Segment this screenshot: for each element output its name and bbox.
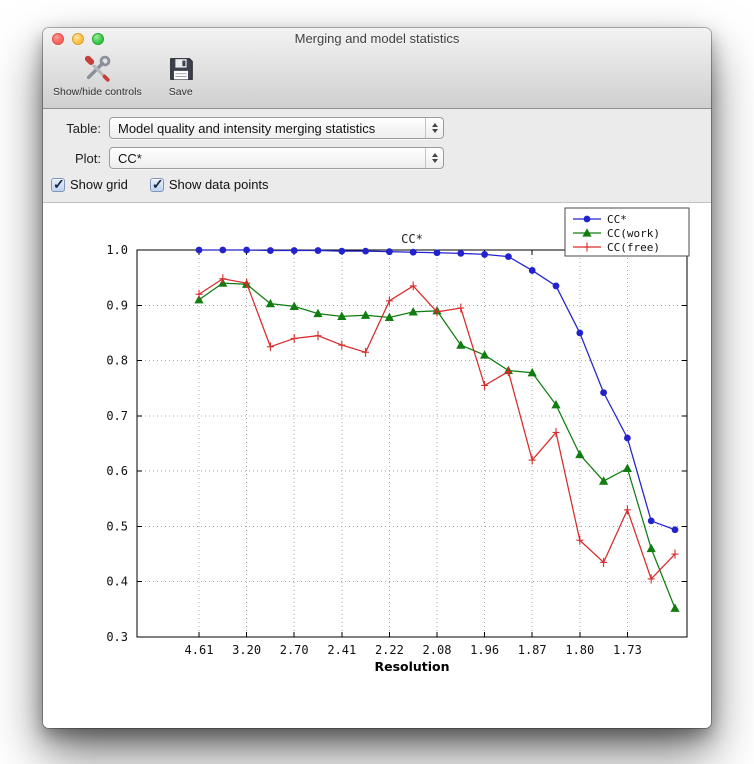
plot-label: Plot: <box>74 150 101 166</box>
svg-text:1.73: 1.73 <box>613 643 642 657</box>
svg-text:2.08: 2.08 <box>423 643 452 657</box>
toolbar: Show/hide controls Save <box>43 50 711 108</box>
tools-icon <box>85 55 111 82</box>
save-icon <box>169 58 193 80</box>
table-label: Table: <box>66 120 101 136</box>
svg-text:CC(work): CC(work) <box>607 227 660 240</box>
svg-text:2.22: 2.22 <box>375 643 404 657</box>
svg-text:Resolution: Resolution <box>374 659 449 674</box>
checkbox-label: Show grid <box>70 177 128 192</box>
toolbar-item-label: Save <box>168 86 193 98</box>
table-dropdown[interactable]: Model quality and intensity merging stat… <box>109 117 444 139</box>
svg-text:0.7: 0.7 <box>106 409 128 423</box>
svg-text:1.80: 1.80 <box>565 643 594 657</box>
svg-text:0.5: 0.5 <box>106 519 128 533</box>
window-title: Merging and model statistics <box>294 31 460 46</box>
show-grid-checkbox[interactable]: Show grid <box>51 176 128 193</box>
svg-text:0.8: 0.8 <box>106 354 128 368</box>
svg-text:4.61: 4.61 <box>185 643 214 657</box>
updown-arrows-icon <box>425 148 443 168</box>
chart-panel: 4.61 3.20 2.70 2.41 2.22 2.08 1.96 1.87 1.80 1.73… <box>43 203 711 728</box>
traffic-lights <box>52 33 104 45</box>
table-dropdown-value: Model quality and intensity merging stat… <box>118 120 376 136</box>
minimize-button[interactable] <box>72 33 84 45</box>
svg-text:1.87: 1.87 <box>518 643 547 657</box>
zoom-button[interactable] <box>92 33 104 45</box>
updown-arrows-icon <box>425 118 443 138</box>
checkbox-box <box>51 176 65 193</box>
close-button[interactable] <box>52 33 64 45</box>
app-window: Merging and model statistics Show/hide c… <box>43 28 711 728</box>
svg-text:CC*: CC* <box>607 213 627 226</box>
svg-text:2.70: 2.70 <box>280 643 309 657</box>
window-header: Merging and model statistics Show/hide c… <box>43 28 711 109</box>
show-hide-controls-button[interactable]: Show/hide controls <box>53 54 142 98</box>
controls-panel: Table: Model quality and intensity mergi… <box>43 109 711 203</box>
chart-canvas: 4.61 3.20 2.70 2.41 2.22 2.08 1.96 1.87 1.80 1.73… <box>106 207 690 674</box>
toolbar-item-label: Show/hide controls <box>53 86 142 98</box>
svg-text:CC*: CC* <box>401 232 423 246</box>
plot-dropdown-value: CC* <box>118 150 142 166</box>
svg-text:0.4: 0.4 <box>106 575 128 589</box>
svg-text:2.41: 2.41 <box>327 643 356 657</box>
svg-text:0.9: 0.9 <box>106 298 128 312</box>
show-data-points-checkbox[interactable]: Show data points <box>149 176 269 193</box>
svg-text:1.0: 1.0 <box>106 243 128 257</box>
svg-text:1.96: 1.96 <box>470 643 499 657</box>
svg-text:CC(free): CC(free) <box>607 241 660 254</box>
svg-text:0.3: 0.3 <box>106 630 128 644</box>
checkbox-box <box>149 176 164 193</box>
svg-text:0.6: 0.6 <box>106 464 128 478</box>
svg-text:3.20: 3.20 <box>232 643 261 657</box>
titlebar[interactable]: Merging and model statistics <box>43 28 711 50</box>
checkbox-label: Show data points <box>168 177 269 192</box>
plot-dropdown[interactable]: CC* <box>109 147 444 169</box>
save-button[interactable]: Save <box>158 54 204 98</box>
